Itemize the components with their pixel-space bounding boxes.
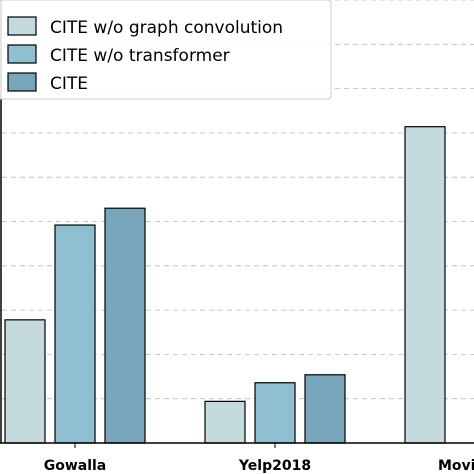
bar-gowalla-series-2 bbox=[104, 207, 146, 444]
x-tick-label-movielens: Moviele bbox=[438, 458, 474, 474]
legend: CITE w/o graph convolution CITE w/o tran… bbox=[0, 0, 332, 100]
legend-swatch-0 bbox=[7, 16, 37, 36]
legend-swatch-2 bbox=[7, 72, 37, 92]
legend-label-1: CITE w/o transformer bbox=[50, 46, 230, 66]
x-ticks: Gowalla Yelp2018 Moviele bbox=[44, 443, 474, 474]
bar-gowalla-series-1 bbox=[54, 224, 96, 444]
bars bbox=[4, 126, 446, 444]
legend-label-2: CITE bbox=[50, 74, 88, 94]
bar-movielens-series-0 bbox=[404, 126, 446, 444]
legend-label-0: CITE w/o graph convolution bbox=[50, 18, 283, 38]
legend-swatch-1 bbox=[7, 44, 37, 64]
bar-yelp2018-series-2 bbox=[304, 374, 346, 444]
bar-yelp2018-series-1 bbox=[254, 382, 296, 444]
bar-gowalla-series-0 bbox=[4, 319, 46, 444]
x-tick-label-yelp2018: Yelp2018 bbox=[238, 458, 311, 474]
legend-frame bbox=[0, 0, 332, 100]
x-tick-label-gowalla: Gowalla bbox=[44, 458, 107, 474]
bar-yelp2018-series-0 bbox=[204, 400, 246, 444]
